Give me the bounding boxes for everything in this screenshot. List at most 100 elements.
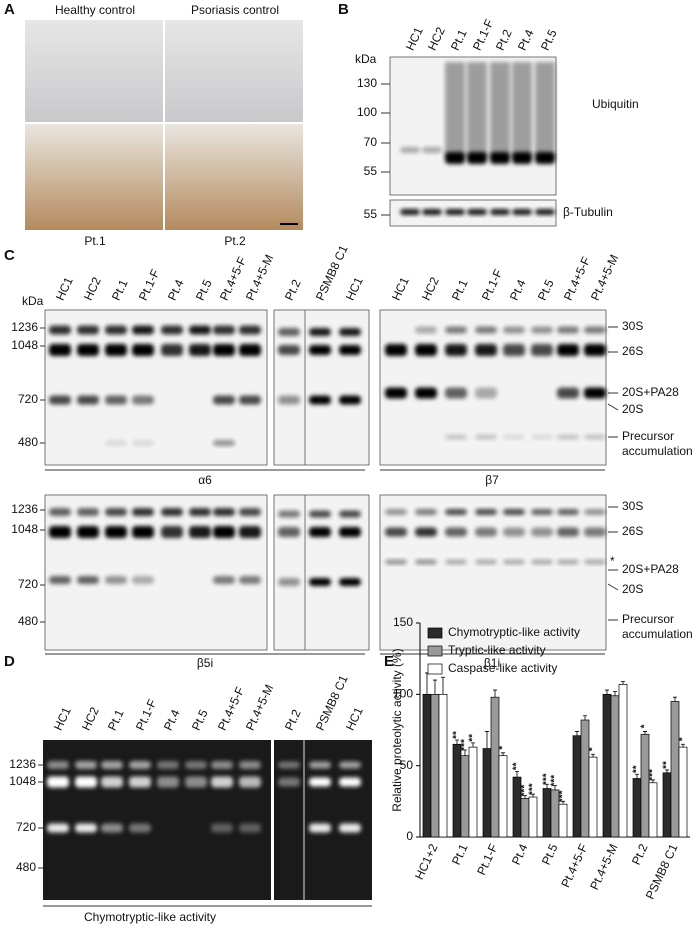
band [415,387,437,399]
band [503,434,525,440]
error-bar [591,753,595,758]
band [77,526,99,538]
panel-letter: B [338,1,349,18]
band [105,576,127,584]
bar [422,693,432,838]
band [557,527,579,537]
error-bar [665,769,669,773]
bar [490,696,500,838]
band [339,395,361,405]
unit-label: kDa [355,52,377,66]
error-bar [621,681,625,685]
band [584,434,606,440]
significance: *** [528,783,539,795]
band [213,526,235,538]
band [445,326,467,334]
band [503,509,525,515]
bar [662,772,672,838]
marker-label: 1048 [11,338,38,352]
legend-swatch [427,627,443,639]
band [161,325,183,335]
bar [618,683,628,838]
species-label: 26S [622,344,643,358]
band [557,387,579,399]
band [105,395,127,405]
band [557,559,579,565]
band [189,526,211,538]
significance: *** [558,790,569,802]
significance: *** [648,769,659,781]
lane-label: Pt.5 [189,707,211,733]
band [531,559,553,565]
band [213,325,235,335]
gel-caption: Chymotryptic-like activity [84,910,216,924]
band [512,209,532,215]
x-tick-label: Pt.2 [629,841,651,867]
band [239,508,261,516]
band [49,395,71,405]
band [503,344,525,356]
band [400,209,420,215]
bar [468,746,478,838]
error-bar [643,731,647,735]
band [557,326,579,334]
lane-label: HC1 [343,275,366,303]
species-label: accumulation [622,627,693,641]
band [239,395,261,405]
y-tick-label: 0 [406,829,413,843]
lane-label: HC1 [403,25,426,53]
band [531,344,553,356]
band [584,527,606,537]
lane-label: Pt.2 [282,707,304,733]
band [132,526,154,538]
band [105,325,127,335]
band [239,823,261,833]
lane-label: Pt.1 [109,277,131,303]
lane-label: HC2 [79,705,102,733]
lane-label: HC2 [425,25,448,53]
marker-label: 100 [357,105,377,119]
significance: ** [662,761,673,769]
band [239,325,261,335]
error-bar [673,696,677,702]
band [531,434,553,440]
band [475,326,497,334]
error-bar [651,779,655,783]
lane-label: Pt.5 [193,277,215,303]
legend-label: Chymotryptic-like activity [448,625,580,639]
band [309,578,331,586]
leader [607,583,619,591]
band [101,776,123,788]
band [75,761,97,769]
band [531,326,553,334]
band [584,344,606,356]
histology-image [25,124,163,230]
y-tick-label: 100 [393,687,413,701]
band [278,395,300,405]
error-bar [575,731,579,736]
band [101,823,123,833]
y-tick-label: 50 [400,758,414,772]
band [278,578,300,586]
bar [498,755,508,838]
band [129,823,151,833]
band [512,152,532,164]
bar [648,782,658,838]
panel-letter: D [4,653,15,670]
marker-label: 55 [364,207,378,221]
significance: * [588,747,599,751]
image-label: Pt.2 [224,234,246,248]
bar [542,788,552,838]
image-label: Pt.1 [84,234,106,248]
band [584,559,606,565]
panel-letter: A [4,1,15,18]
marker-label: 1048 [9,774,36,788]
marker-label: 720 [18,392,38,406]
error-bar [471,742,475,748]
x-tick-label: Pt.4 [509,841,531,867]
significance: *** [460,739,471,751]
error-bar [583,715,587,721]
band [105,508,127,516]
error-bar [613,691,617,696]
band [213,395,235,405]
